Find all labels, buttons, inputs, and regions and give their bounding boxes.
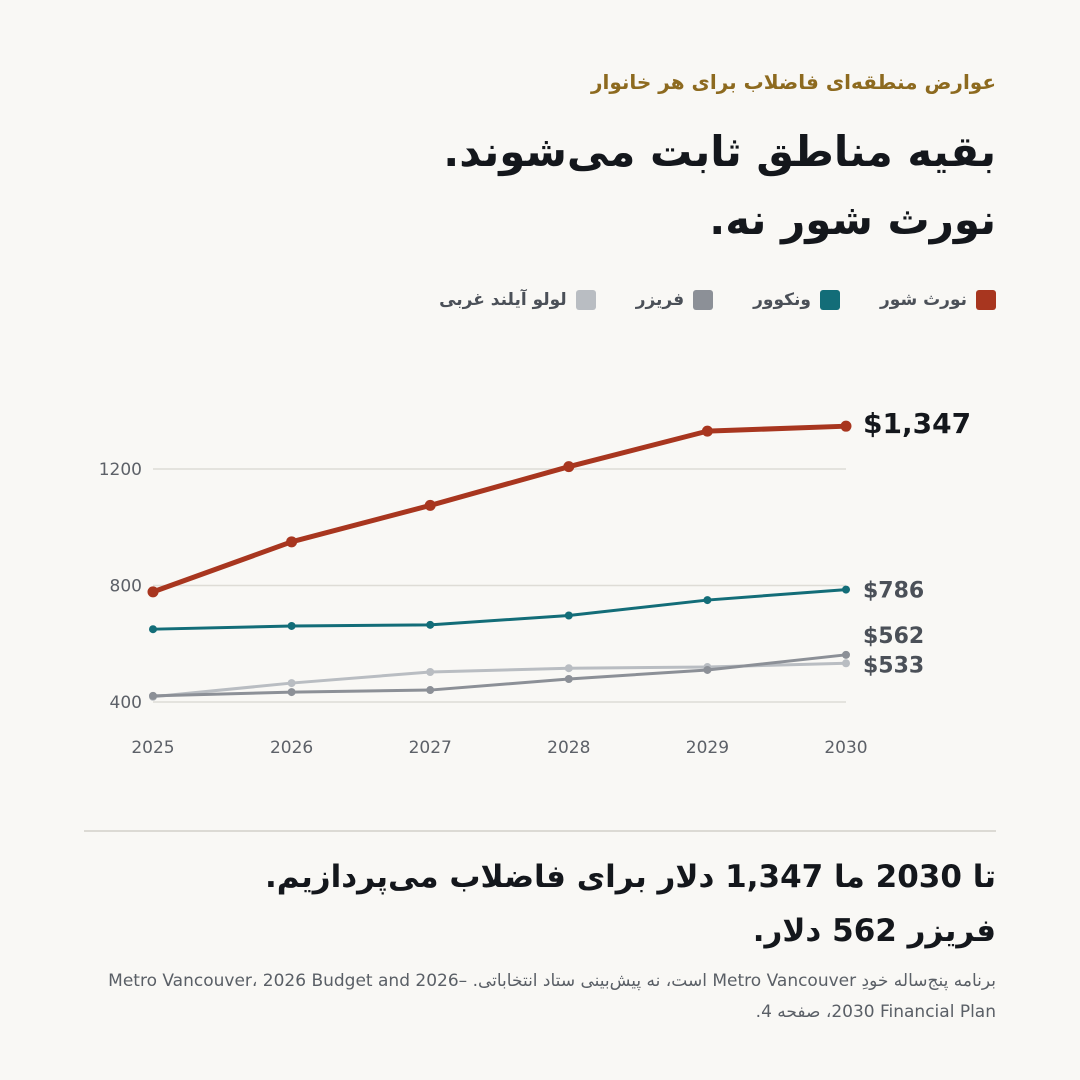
data-point — [564, 664, 573, 673]
data-point — [149, 691, 157, 700]
end-value-label: $786 — [863, 579, 924, 604]
data-point — [564, 674, 573, 683]
data-point — [842, 650, 850, 659]
legend-label: فریزر — [635, 290, 685, 310]
data-point — [563, 461, 575, 473]
data-point — [426, 620, 435, 629]
headline-line-1: بقیه مناطق ثابت می‌شوند. — [443, 127, 996, 176]
series-line — [151, 653, 848, 698]
grid-layer — [153, 468, 846, 703]
y-tick-label: 1200 — [99, 460, 142, 480]
x-tick-label: 2027 — [409, 738, 452, 758]
legend-item-vancouver: ونکوور — [753, 290, 840, 310]
legend-swatch — [575, 290, 596, 310]
legend-swatch — [693, 290, 714, 310]
chart-legend: نورث شور ونکوور فریزر لولو آیلند غربی — [84, 290, 996, 310]
end-label-layer: $1,347 $786 $562 $533 — [863, 407, 971, 678]
source-note: برنامه پنج‌ساله خودِ Metro Vancouver است… — [108, 971, 996, 1022]
data-point — [287, 679, 296, 688]
data-point — [426, 668, 435, 677]
end-value-label: $1,347 — [863, 407, 971, 440]
x-tick-label: 2029 — [686, 738, 729, 758]
line-chart: 400 800 1200 2025 2026 2027 2028 2029 2030 $1,34… — [99, 407, 971, 758]
series-line — [151, 588, 848, 631]
legend-item-fraser: فریزر — [635, 290, 714, 310]
data-point — [287, 688, 296, 697]
data-point — [703, 596, 712, 605]
end-value-label: $533 — [863, 653, 924, 678]
chart-kicker: عوارض منطقه‌ای فاضلاب برای هر خانوار — [590, 70, 996, 94]
legend-item-north-shore: نورث شور — [880, 290, 996, 310]
axis-layer: 400 800 1200 2025 2026 2027 2028 2029 2030 — [99, 460, 868, 758]
legend-label: لولو آیلند غربی — [439, 290, 567, 310]
x-tick-label: 2028 — [547, 738, 590, 758]
series-layer — [147, 420, 852, 701]
data-point — [149, 625, 157, 634]
data-point — [564, 611, 573, 620]
y-tick-label: 800 — [110, 577, 142, 597]
end-value-label: $562 — [863, 624, 924, 649]
data-point — [842, 659, 850, 668]
conclusion-line-1: تا 2030 ما 1,347 دلار برای فاضلاب می‌پرد… — [265, 859, 996, 895]
x-tick-label: 2025 — [131, 738, 174, 758]
legend-label: نورث شور — [880, 290, 967, 310]
conclusion: تا 2030 ما 1,347 دلار برای فاضلاب می‌پرد… — [84, 850, 996, 958]
series-line — [150, 423, 849, 595]
data-point — [840, 420, 852, 432]
legend-swatch — [976, 290, 996, 310]
x-tick-label: 2030 — [824, 738, 867, 758]
x-tick-label: 2026 — [270, 738, 313, 758]
data-point — [286, 536, 298, 548]
legend-label: ونکوور — [753, 290, 811, 310]
conclusion-line-2: فریزر 562 دلار. — [752, 913, 996, 949]
y-tick-label: 400 — [110, 693, 142, 713]
data-point — [426, 686, 435, 695]
data-point — [424, 499, 436, 511]
divider — [84, 830, 996, 832]
headline-line-2: نورث شور نه. — [709, 195, 996, 244]
chart-headline: بقیه مناطق ثابت می‌شوند. نورث شور نه. — [84, 118, 996, 254]
data-point — [701, 425, 713, 437]
data-point — [842, 585, 850, 594]
data-point — [287, 621, 296, 630]
legend-swatch — [820, 290, 840, 310]
data-point — [147, 586, 159, 598]
data-point — [703, 665, 712, 674]
legend-item-lulu-island-west: لولو آیلند غربی — [439, 290, 596, 310]
